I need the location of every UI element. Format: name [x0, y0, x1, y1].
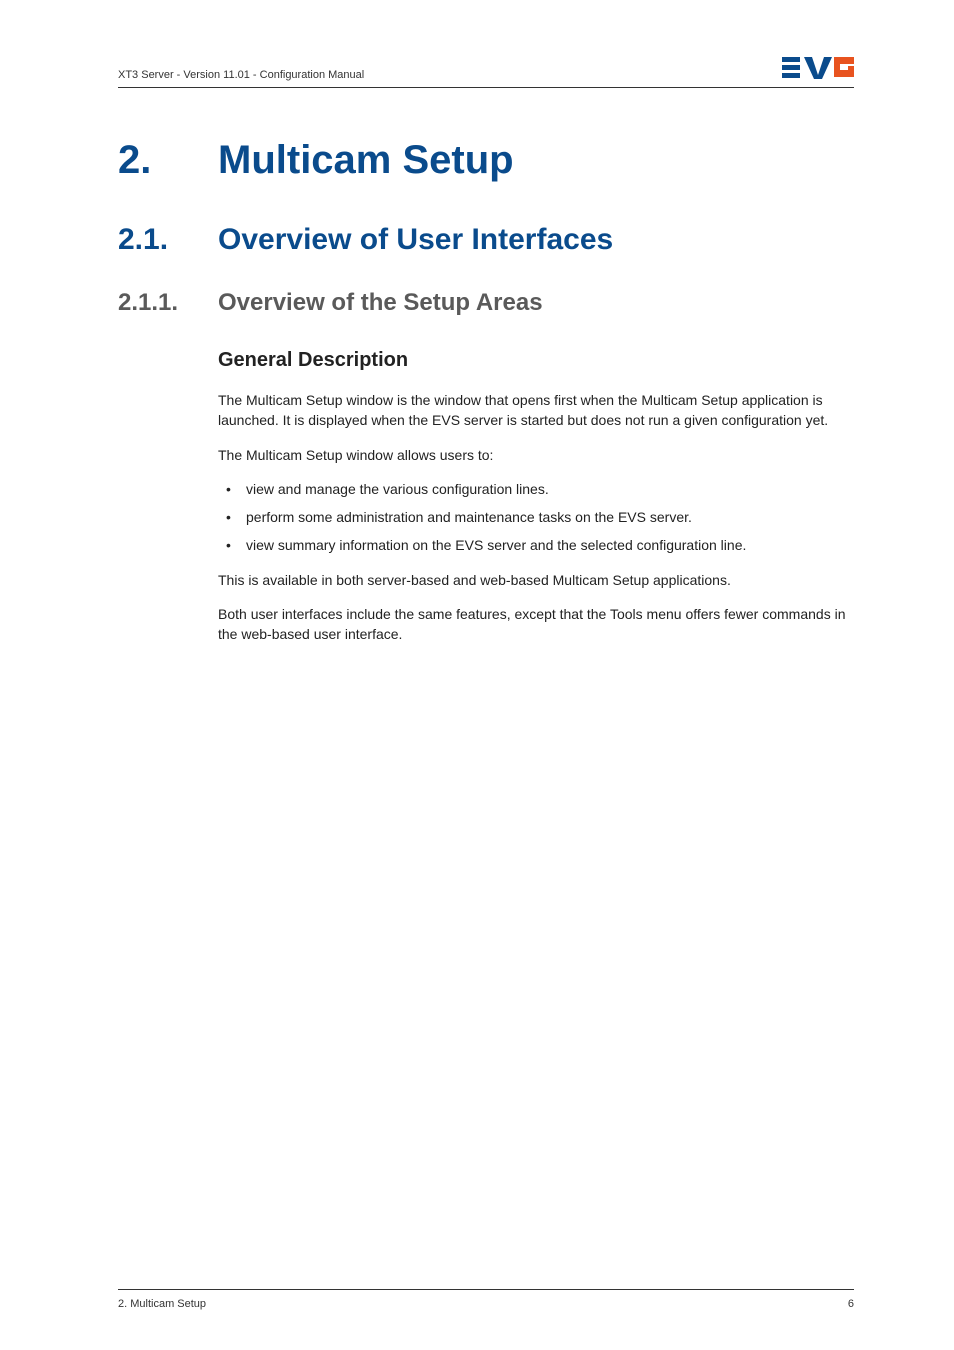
paragraph: The Multicam Setup window is the window … [218, 390, 854, 431]
list-item: view and manage the various configuratio… [218, 479, 854, 499]
heading-1-title: Multicam Setup [218, 138, 514, 183]
heading-1-number: 2. [118, 138, 218, 183]
paragraph: The Multicam Setup window allows users t… [218, 445, 854, 465]
evs-logo-icon [782, 55, 854, 81]
header-text: XT3 Server - Version 11.01 - Configurati… [118, 69, 364, 81]
paragraph: This is available in both server-based a… [218, 570, 854, 590]
heading-3-number: 2.1.1. [118, 289, 218, 317]
heading-2-number: 2.1. [118, 223, 218, 257]
heading-2-title: Overview of User Interfaces [218, 223, 613, 257]
bullet-list: view and manage the various configuratio… [218, 479, 854, 556]
list-item: view summary information on the EVS serv… [218, 535, 854, 555]
heading-1: 2. Multicam Setup [118, 138, 854, 183]
footer-page-number: 6 [848, 1298, 854, 1310]
heading-4: General Description [218, 349, 854, 372]
body-content: General Description The Multicam Setup w… [218, 349, 854, 645]
page-container: XT3 Server - Version 11.01 - Configurati… [0, 0, 954, 1350]
list-item: perform some administration and maintena… [218, 507, 854, 527]
heading-3-title: Overview of the Setup Areas [218, 289, 543, 317]
page-footer: 2. Multicam Setup 6 [118, 1289, 854, 1310]
footer-section-title: 2. Multicam Setup [118, 1298, 206, 1310]
page-header: XT3 Server - Version 11.01 - Configurati… [118, 55, 854, 88]
paragraph: Both user interfaces include the same fe… [218, 604, 854, 645]
heading-2: 2.1. Overview of User Interfaces [118, 223, 854, 257]
heading-3: 2.1.1. Overview of the Setup Areas [118, 289, 854, 317]
